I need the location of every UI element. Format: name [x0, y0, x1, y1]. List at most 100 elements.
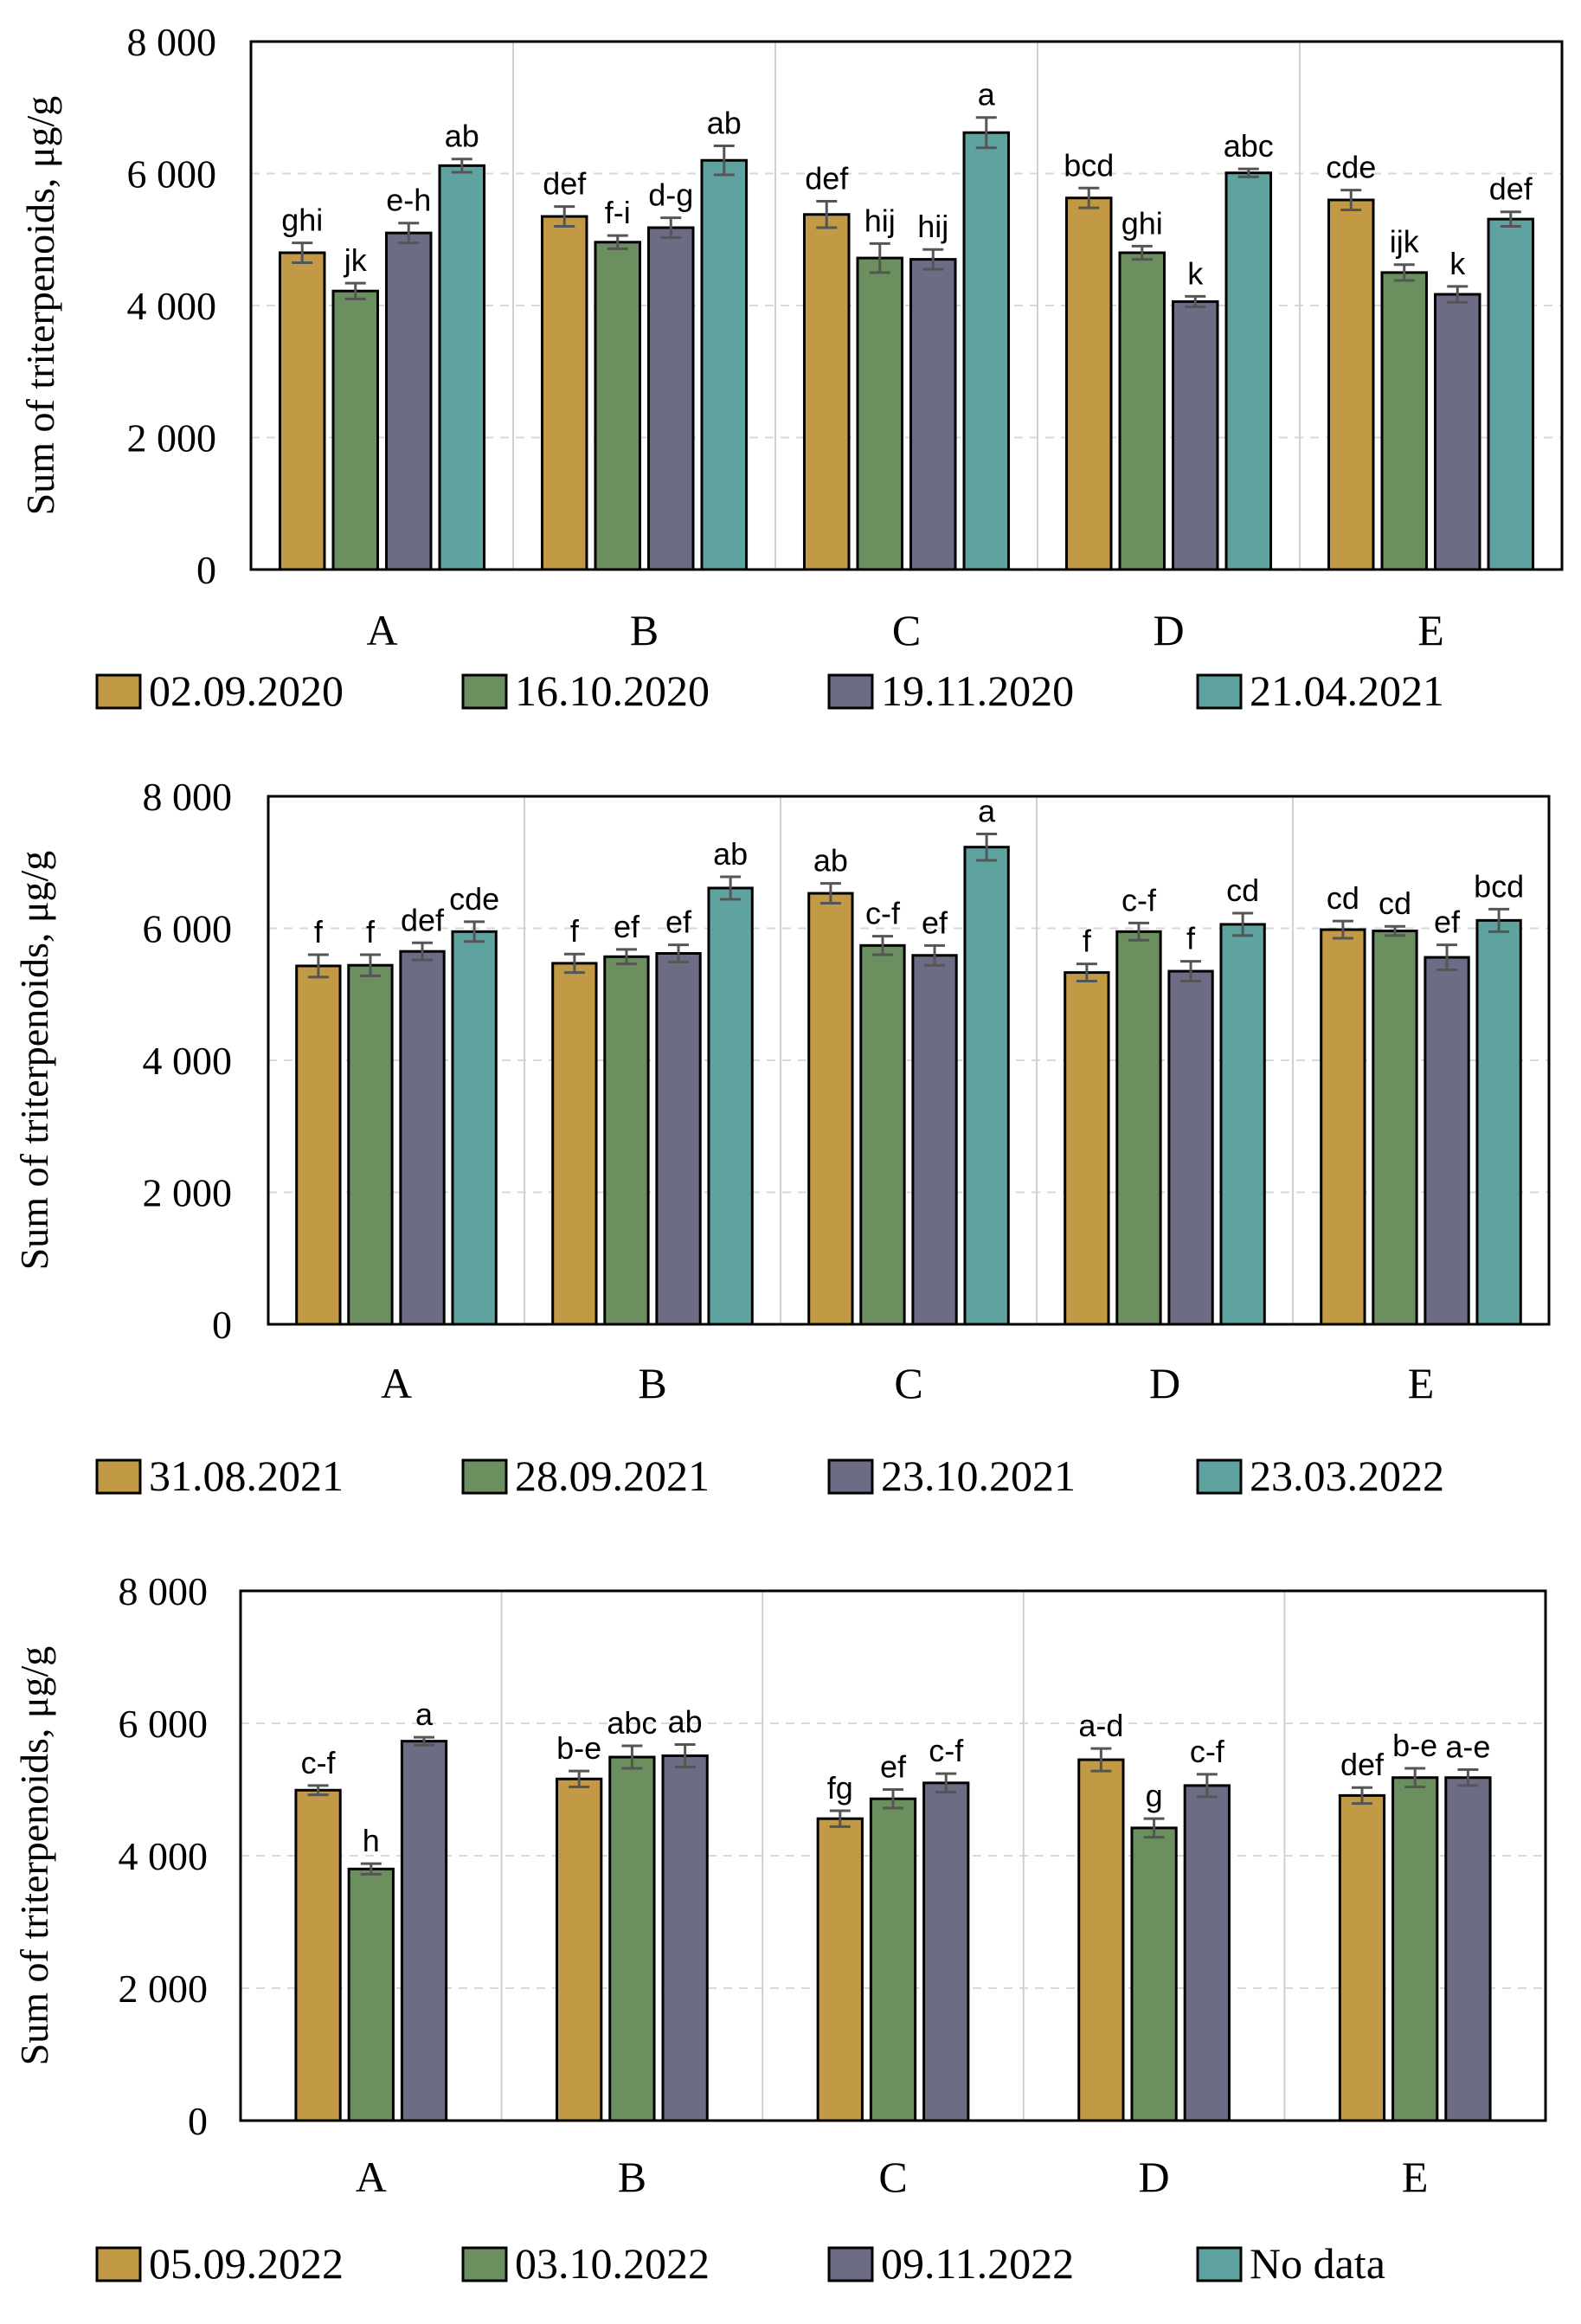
bar: [646, 226, 695, 571]
significance-label: ab: [668, 1703, 703, 1739]
legend-swatch: [461, 673, 508, 710]
significance-label: k: [1187, 255, 1204, 291]
significance-label: ijk: [1390, 224, 1420, 260]
significance-label: hij: [864, 203, 896, 238]
significance-label: ef: [922, 904, 948, 940]
significance-label: cde: [449, 881, 499, 917]
bar: [700, 158, 749, 571]
significance-label: g: [1146, 1778, 1163, 1813]
significance-label: cd: [1226, 872, 1259, 908]
significance-label: def: [1340, 1747, 1385, 1782]
legend-label: 03.10.2022: [515, 2239, 710, 2288]
significance-label: a: [415, 1696, 434, 1732]
bar: [1487, 217, 1535, 571]
bar: [400, 1740, 448, 2122]
y-tick-label: 6 000: [127, 152, 217, 196]
bar: [603, 955, 650, 1326]
plot-frame: [267, 795, 1551, 1326]
bar: [1338, 1793, 1386, 2122]
bar: [294, 1788, 342, 2122]
legend-swatch: [1196, 673, 1243, 710]
legend-swatch: [95, 673, 142, 710]
x-tick-label: E: [1417, 606, 1444, 654]
significance-label: f: [366, 914, 376, 950]
bar: [556, 1777, 603, 2122]
x-tick-label: C: [892, 606, 921, 654]
significance-label: def: [1489, 171, 1533, 207]
bar: [384, 231, 433, 571]
bar: [451, 930, 498, 1326]
bar: [540, 215, 588, 571]
significance-label: ab: [707, 105, 742, 140]
significance-label: f: [314, 914, 324, 950]
significance-label: f: [1083, 924, 1092, 959]
significance-label: ef: [880, 1749, 907, 1785]
significance-label: e-h: [386, 183, 431, 218]
bar: [856, 256, 904, 571]
legend-label: 05.09.2022: [149, 2239, 344, 2288]
bar: [963, 846, 1010, 1326]
bar: [655, 951, 702, 1326]
significance-label: c-f: [301, 1745, 337, 1780]
legend-swatch: [827, 2246, 874, 2282]
legend-label: 02.09.2020: [149, 666, 344, 715]
significance-label: fg: [827, 1770, 853, 1806]
significance-label: ef: [665, 904, 692, 940]
bar: [1327, 198, 1375, 571]
significance-label: ef: [1434, 904, 1461, 940]
significance-label: c-f: [1121, 882, 1157, 917]
legend-swatch: [95, 2246, 142, 2282]
legend-swatch: [827, 673, 874, 710]
y-tick-label: 0: [212, 1303, 232, 1347]
significance-label: h: [363, 1823, 380, 1858]
y-tick-label: 2 000: [127, 416, 217, 460]
legend-label: 09.11.2022: [881, 2239, 1074, 2288]
y-tick-label: 0: [196, 548, 216, 592]
bar: [608, 1755, 656, 2122]
significance-label: c-f: [865, 896, 901, 931]
bar: [1077, 1758, 1125, 2122]
bar: [1391, 1776, 1439, 2122]
bar: [816, 1817, 864, 2122]
bar: [1380, 271, 1429, 571]
y-tick-label: 8 000: [143, 775, 233, 819]
significance-label: cd: [1379, 885, 1411, 921]
bar: [707, 886, 754, 1326]
bar: [331, 289, 380, 571]
bar: [922, 1781, 970, 2122]
bar: [1424, 956, 1470, 1326]
bar: [869, 1797, 917, 2122]
y-tick-label: 8 000: [127, 20, 217, 64]
bar: [962, 131, 1011, 571]
significance-label: b-e: [556, 1730, 601, 1766]
bar: [1171, 299, 1219, 571]
significance-label: c-f: [929, 1733, 964, 1768]
significance-label: abc: [607, 1705, 657, 1741]
legend-label: 28.09.2021: [515, 1452, 710, 1500]
significance-label: def: [805, 161, 849, 196]
x-tick-label: C: [894, 1359, 922, 1407]
legend-label: 19.11.2020: [881, 666, 1074, 715]
bar: [1167, 969, 1214, 1326]
significance-label: bcd: [1474, 868, 1524, 904]
legend-swatch: [1196, 1458, 1243, 1495]
bar: [1444, 1776, 1492, 2122]
significance-label: jk: [344, 242, 368, 278]
y-tick-label: 6 000: [143, 907, 233, 951]
significance-label: f: [570, 913, 580, 949]
significance-label: ef: [614, 909, 640, 944]
bar: [1115, 930, 1162, 1326]
bar: [1064, 196, 1113, 571]
y-axis-label: Sum of triterpenoids, μg/g: [12, 1646, 56, 2066]
y-axis-label: Sum of triterpenoids, μg/g: [18, 96, 62, 516]
plot-frame: [239, 1589, 1547, 2122]
x-tick-label: D: [1139, 2153, 1170, 2201]
bar: [1219, 923, 1266, 1326]
significance-label: ghi: [1121, 205, 1163, 241]
bar: [594, 241, 642, 571]
significance-label: def: [401, 902, 445, 937]
bar: [399, 950, 446, 1326]
